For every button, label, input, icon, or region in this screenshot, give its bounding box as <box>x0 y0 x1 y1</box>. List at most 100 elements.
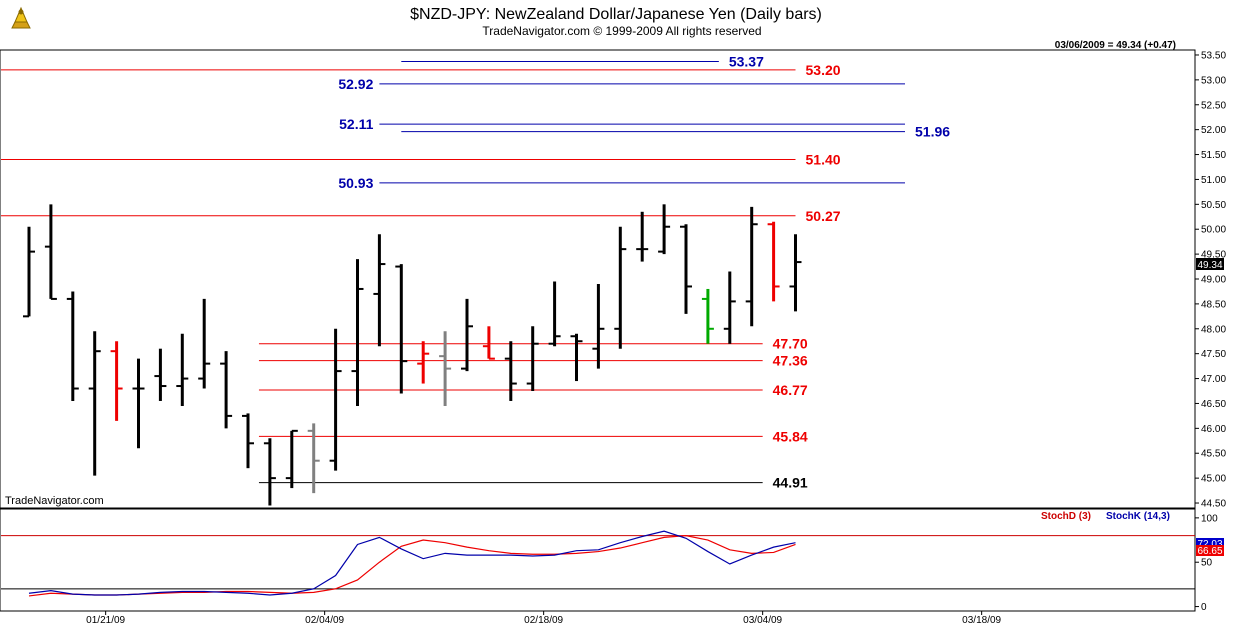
level-label-11: 45.84 <box>773 428 808 444</box>
level-label-6: 50.93 <box>338 175 373 191</box>
ohlc-bar-7 <box>176 333 189 406</box>
stoch-value-tags: 72.03 66.65 <box>1196 538 1224 557</box>
ohlc-bar-18 <box>417 341 430 384</box>
ohlc-bar-19 <box>439 331 452 406</box>
ohlc-bar-16 <box>373 234 386 347</box>
ohlc-bar-11 <box>263 438 276 506</box>
price-y-tick-label-3: 46.00 <box>1201 424 1226 435</box>
x-tick-label-4: 03/18/09 <box>962 615 1001 626</box>
ohlc-bar-23 <box>526 326 539 392</box>
price-y-tick-label-5: 47.00 <box>1201 374 1226 385</box>
price-y-tick-label-17: 53.00 <box>1201 75 1226 86</box>
ohlc-bar-26 <box>592 283 605 369</box>
stoch-y-axis: 0 50 100 <box>1 513 1218 613</box>
ohlc-bar-27 <box>614 226 627 349</box>
level-label-12: 44.91 <box>773 475 808 491</box>
stoch-panel-frame <box>0 508 1196 612</box>
price-y-tick-label-16: 52.50 <box>1201 100 1226 111</box>
ohlc-bar-5 <box>132 358 145 449</box>
price-bars <box>23 204 802 506</box>
x-tick-label-1: 02/04/09 <box>305 615 344 626</box>
price-tag-text: 49.34 <box>1197 260 1222 271</box>
ohlc-bar-31 <box>701 288 714 344</box>
level-label-0: 53.37 <box>729 53 764 69</box>
level-label-10: 46.77 <box>773 382 808 398</box>
stoch-series-1 <box>28 530 796 596</box>
level-label-2: 52.92 <box>338 76 373 92</box>
ohlc-bar-32 <box>723 271 736 344</box>
ohlc-bar-15 <box>351 259 364 406</box>
price-y-tick-label-12: 50.50 <box>1201 200 1226 211</box>
ohlc-bar-2 <box>66 291 79 401</box>
ohlc-bar-24 <box>548 281 561 347</box>
price-y-tick-label-18: 53.50 <box>1201 50 1226 61</box>
stoch-y-tick-label-1: 50 <box>1201 558 1213 569</box>
level-label-7: 50.27 <box>806 208 841 224</box>
watermark: TradeNavigator.com <box>5 495 104 507</box>
ohlc-bar-21 <box>482 326 495 360</box>
price-y-tick-label-7: 48.00 <box>1201 324 1226 335</box>
level-label-1: 53.20 <box>806 62 841 78</box>
level-label-9: 47.36 <box>773 353 808 369</box>
price-y-tick-label-8: 48.50 <box>1201 299 1226 310</box>
logo-icon <box>8 6 34 32</box>
ohlc-bar-25 <box>570 333 583 382</box>
ohlc-bar-6 <box>154 348 167 401</box>
price-y-tick-label-4: 46.50 <box>1201 399 1226 410</box>
price-panel-frame <box>0 49 1196 509</box>
price-y-tick-label-13: 51.00 <box>1201 175 1226 186</box>
price-y-tick-label-0: 44.50 <box>1201 499 1226 510</box>
stoch-d-tag-text: 66.65 <box>1197 546 1222 557</box>
price-tag: 49.34 <box>1196 258 1224 271</box>
chart-title: $NZD-JPY: NewZealand Dollar/Japanese Yen… <box>410 6 822 23</box>
price-y-tick-label-11: 50.00 <box>1201 225 1226 236</box>
ohlc-bar-13 <box>307 423 320 494</box>
fib-levels: 53.37 53.20 52.92 52.11 51.96 51.40 50.93 50.27… <box>1 53 950 491</box>
stoch-k-tag-text: 72.03 <box>1197 539 1222 550</box>
ohlc-bar-17 <box>395 264 408 394</box>
ohlc-bar-35 <box>789 234 802 312</box>
price-y-tick-label-6: 47.50 <box>1201 349 1226 360</box>
level-label-4: 51.96 <box>915 124 950 140</box>
stoch-y-tick-label-0: 0 <box>1201 602 1207 613</box>
ohlc-bar-0 <box>23 226 35 318</box>
ohlc-bar-8 <box>198 298 211 389</box>
price-y-tick-label-10: 49.50 <box>1201 250 1226 261</box>
chart-subtitle: TradeNavigator.com © 1999-2009 All right… <box>482 24 761 38</box>
level-label-8: 47.70 <box>773 336 808 352</box>
price-y-tick-label-2: 45.50 <box>1201 449 1226 460</box>
level-label-3: 52.11 <box>339 116 373 132</box>
stoch-legend-d: StochD (3) <box>1041 511 1091 522</box>
stoch-lines <box>28 530 796 597</box>
ohlc-bar-33 <box>745 206 758 327</box>
ohlc-bar-12 <box>285 429 298 489</box>
stoch-y-tick-label-2: 100 <box>1201 513 1218 524</box>
ohlc-bar-20 <box>461 298 473 372</box>
ohlc-bar-1 <box>44 204 57 300</box>
ohlc-bar-30 <box>680 224 692 314</box>
price-y-tick-label-14: 51.50 <box>1201 150 1226 161</box>
x-axis: 01/21/09 02/04/09 02/18/09 03/04/09 03/18/09 <box>86 611 1002 626</box>
x-tick-label-0: 01/21/09 <box>86 615 125 626</box>
ohlc-bar-22 <box>504 341 517 401</box>
stoch-legend-k: StochK (14,3) <box>1106 511 1170 522</box>
ohlc-bar-4 <box>110 341 123 421</box>
ohlc-bar-3 <box>88 331 101 476</box>
ohlc-bar-29 <box>658 204 671 255</box>
x-tick-label-2: 02/18/09 <box>524 615 563 626</box>
x-tick-label-3: 03/04/09 <box>743 615 782 626</box>
ohlc-bar-14 <box>329 328 342 471</box>
last-quote-text: 03/06/2009 = 49.34 (+0.47) <box>1055 40 1176 51</box>
ohlc-bar-10 <box>242 413 254 469</box>
stoch-series-0 <box>28 535 796 597</box>
level-label-5: 51.40 <box>806 152 841 168</box>
ohlc-bar-34 <box>767 221 780 302</box>
price-y-tick-label-9: 49.00 <box>1201 275 1226 286</box>
ohlc-bar-28 <box>636 211 649 262</box>
ohlc-bar-9 <box>220 351 233 429</box>
price-y-axis: 44.50 45.00 45.50 46.00 46.50 47.00 47.50 48.00… <box>1195 50 1226 510</box>
price-y-tick-label-1: 45.00 <box>1201 474 1226 485</box>
price-y-tick-label-15: 52.00 <box>1201 125 1226 136</box>
